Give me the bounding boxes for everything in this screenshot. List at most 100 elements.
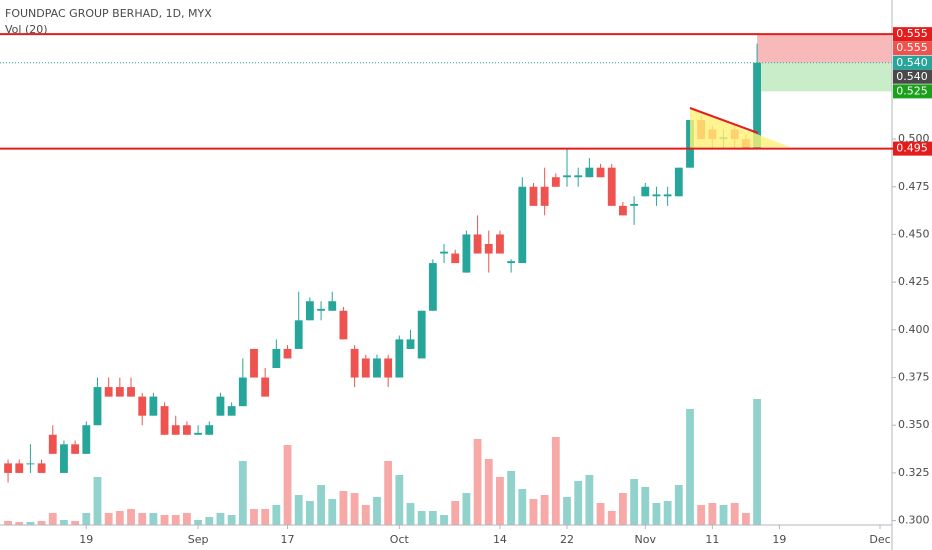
candle-body <box>194 432 203 435</box>
candle-body <box>26 463 35 465</box>
candle-body <box>305 301 314 321</box>
volume-label: Vol (20) <box>5 23 48 36</box>
candle-body <box>428 263 437 311</box>
volume-bar <box>227 515 236 525</box>
price-label-box <box>893 141 932 156</box>
volume-bar <box>183 513 191 525</box>
candle-body <box>451 253 460 264</box>
x-tick-label: 22 <box>560 533 574 546</box>
candle-body <box>574 175 583 178</box>
candle-body <box>630 203 639 206</box>
candle-body <box>529 186 538 206</box>
volume-bar <box>350 493 359 525</box>
volume-bar <box>596 503 605 525</box>
candle-body <box>60 444 68 473</box>
chart-title: FOUNDPAC GROUP BERHAD, 1D, MYX <box>5 7 212 20</box>
volume-bar <box>529 499 538 525</box>
volume-bar <box>451 501 460 525</box>
volume-bar <box>674 485 683 525</box>
volume-bar <box>630 479 639 525</box>
volume-bar <box>395 475 404 525</box>
candle-body <box>596 167 605 178</box>
candle-body <box>82 425 91 454</box>
volume-bar <box>563 497 571 525</box>
candle-body <box>395 339 404 378</box>
candle-body <box>406 339 415 349</box>
y-tick-label: 0.475 <box>898 180 930 193</box>
volume-bar <box>272 505 281 525</box>
candle-body <box>440 251 448 254</box>
volume-bar <box>741 513 750 525</box>
price-label: 0.540 <box>896 70 928 83</box>
volume-bar <box>697 505 706 525</box>
candle-body <box>652 194 661 197</box>
candle-body <box>663 194 672 197</box>
price-label-box <box>893 55 932 70</box>
zone <box>757 34 892 63</box>
x-tick-label: Dec <box>869 533 890 546</box>
volume-bar <box>60 520 68 525</box>
volume-bar <box>138 513 147 525</box>
volume-bar <box>384 461 393 525</box>
candle-body <box>171 425 180 435</box>
candle-body <box>272 348 281 368</box>
volume-bar <box>48 513 57 525</box>
volume-bar <box>619 493 627 525</box>
volume-bar <box>708 503 717 525</box>
volume-bar <box>4 521 12 525</box>
volume-bar <box>250 509 258 525</box>
price-label-box <box>893 84 932 99</box>
volume-bar <box>115 511 124 525</box>
price-label: 0.525 <box>896 84 928 97</box>
candle-body <box>294 320 303 349</box>
candle-body <box>205 425 214 435</box>
volume-bar <box>26 522 35 525</box>
candle-body <box>115 387 124 397</box>
candle-body <box>373 358 381 378</box>
candle-body <box>619 205 627 216</box>
candle-body <box>317 308 325 311</box>
candle-body <box>328 301 337 311</box>
volume-bar <box>149 513 158 525</box>
volume-bar <box>574 481 583 525</box>
volume-bar <box>104 513 113 525</box>
x-tick-label: 19 <box>772 533 786 546</box>
trend-line <box>689 107 759 134</box>
candle-body <box>127 387 135 397</box>
candle-body <box>250 348 258 378</box>
y-tick-label: 0.450 <box>898 227 930 240</box>
volume-bar <box>686 409 694 525</box>
price-label: 0.495 <box>896 142 928 155</box>
x-tick-label: 19 <box>79 533 93 546</box>
candle-body <box>563 175 571 178</box>
volume-bar <box>440 515 448 525</box>
candle-body <box>261 377 270 397</box>
volume-bar <box>496 477 504 525</box>
candle-body <box>339 310 348 340</box>
volume-bar <box>417 511 426 525</box>
volume-bar <box>339 491 348 525</box>
candle-body <box>518 186 527 264</box>
candle-body <box>753 62 761 149</box>
volume-bar <box>551 437 560 525</box>
candle-body <box>283 348 292 359</box>
candle-body <box>238 377 247 407</box>
x-tick-label: Nov <box>635 533 657 546</box>
volume-bar <box>216 513 225 525</box>
candle-body <box>484 243 493 254</box>
volume-bar <box>518 489 527 525</box>
volume-bar <box>171 515 180 525</box>
y-tick-label: 0.375 <box>898 371 930 384</box>
candle-body <box>216 396 225 416</box>
volume-bar <box>585 475 594 525</box>
volume-bar <box>719 505 728 525</box>
volume-bar <box>641 487 650 525</box>
candle-body <box>551 177 560 187</box>
candle-body <box>462 234 471 273</box>
candle-body <box>183 425 191 435</box>
candle-body <box>104 387 113 397</box>
y-tick-label: 0.400 <box>898 323 930 336</box>
volume-bar <box>507 471 516 525</box>
